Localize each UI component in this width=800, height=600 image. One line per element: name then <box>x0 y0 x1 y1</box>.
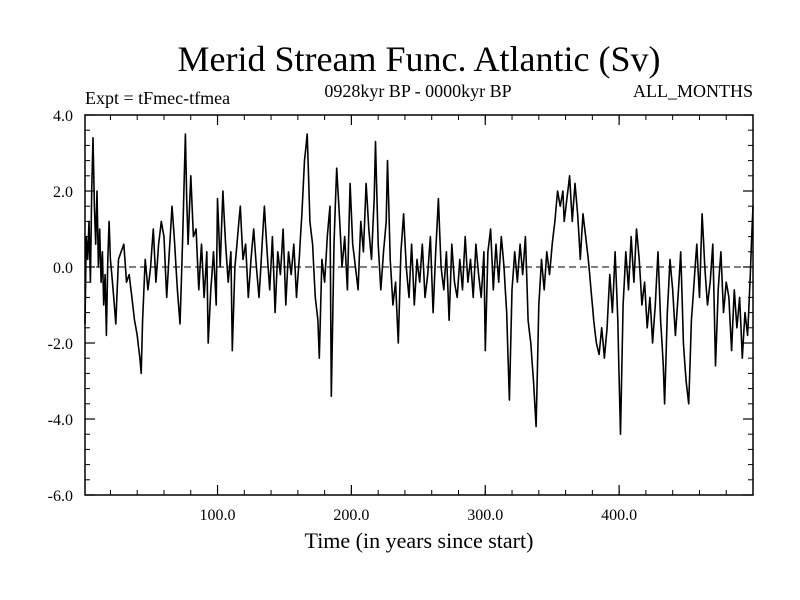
x-tick-label: 100.0 <box>200 507 236 524</box>
months-label: ALL_MONTHS <box>633 81 753 101</box>
plot-area: 4.0 2.0 0.0 -2.0 -4.0 -6.0 100.0 200.0 300.0 400.… <box>48 108 754 524</box>
x-tick-label: 200.0 <box>333 507 369 524</box>
y-tick-label: -4.0 <box>48 412 73 429</box>
y-tick-label: -6.0 <box>48 488 73 505</box>
x-tick-label: 300.0 <box>467 507 503 524</box>
chart-title: Merid Stream Func. Atlantic (Sv) <box>178 39 661 79</box>
y-tick-label: 2.0 <box>53 184 73 201</box>
y-tick-label: -2.0 <box>48 336 73 353</box>
y-tick-label: 4.0 <box>53 108 73 125</box>
x-axis-label: Time (in years since start) <box>305 528 534 553</box>
time-range-label: 0928kyr BP - 0000kyr BP <box>324 81 511 101</box>
experiment-label: Expt = tFmec-tfmea <box>85 88 230 108</box>
series-line <box>84 133 754 436</box>
x-tick-label: 400.0 <box>601 507 637 524</box>
y-tick-label: 0.0 <box>53 260 73 277</box>
